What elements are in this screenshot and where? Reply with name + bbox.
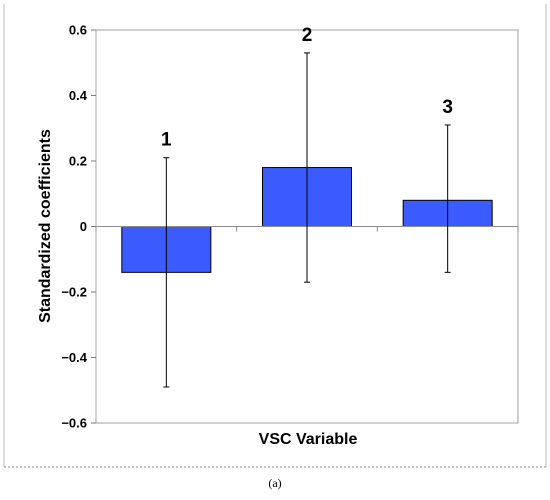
y-ticks: 0.6 0.4 0.2 0 −0.2 −0.4 −0.6 (61, 23, 96, 431)
x-axis-title: VSC Variable (259, 431, 358, 448)
category-label-1: 1 (161, 130, 172, 151)
y-tick-label: 0.2 (69, 154, 87, 169)
y-tick-label: −0.2 (61, 285, 87, 300)
y-axis-title: Standardized coefficients (37, 129, 54, 323)
y-tick-label: 0.4 (69, 88, 88, 103)
figure-caption: (a) (268, 476, 281, 490)
y-tick-label: 0.6 (69, 23, 87, 38)
y-tick-label: −0.4 (61, 350, 87, 365)
y-tick-label: −0.6 (61, 416, 87, 431)
category-label-2: 2 (302, 25, 313, 46)
y-tick-label: 0 (80, 219, 87, 234)
category-label-3: 3 (442, 97, 453, 118)
error-bars (163, 52, 451, 388)
bar-labels: 1 2 3 (161, 25, 453, 151)
